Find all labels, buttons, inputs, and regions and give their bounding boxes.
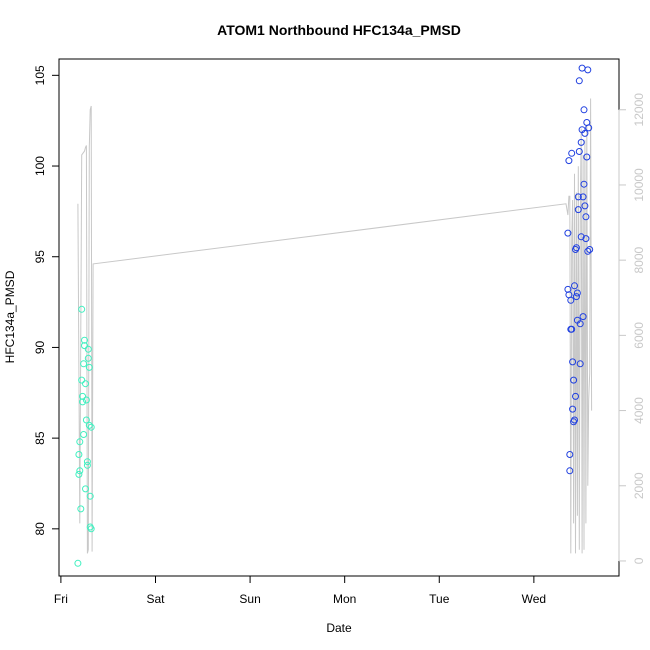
data-point — [74, 559, 82, 567]
y2-tick-label: 0 — [632, 557, 646, 564]
data-point — [571, 416, 578, 424]
data-point — [578, 64, 586, 72]
data-point — [565, 157, 573, 165]
x-tick-label: Wed — [522, 592, 546, 606]
data-point — [575, 148, 583, 155]
data-point — [581, 129, 589, 137]
data-point — [571, 282, 578, 290]
data-point — [87, 525, 95, 533]
data-point — [566, 451, 574, 458]
data-point — [575, 77, 583, 85]
y2-tick-label: 4000 — [632, 397, 646, 424]
x-axis-label: Date — [326, 621, 352, 635]
plot-frame — [58, 58, 620, 577]
data-point — [572, 293, 580, 301]
data-point — [81, 336, 88, 344]
data-point — [77, 505, 85, 513]
data-point — [78, 376, 86, 384]
scatter-points — [74, 64, 594, 567]
x-tick-label: Tue — [429, 592, 450, 606]
y-axis-left: 80 85 90 95 100 105 — [33, 65, 60, 536]
data-point — [577, 138, 585, 146]
y-tick-label: 95 — [33, 250, 47, 264]
data-point — [576, 360, 584, 368]
data-point — [574, 193, 582, 201]
y2-tick-label: 8000 — [632, 246, 646, 273]
chart-title: ATOM1 Northbound HFC134a_PMSD — [217, 22, 461, 38]
y-axis-right: 0 2000 4000 6000 8000 10000 12000 — [618, 93, 646, 564]
data-point — [83, 461, 91, 469]
data-point — [80, 360, 88, 368]
x-axis: Fri Sat Sun Mon Tue Wed — [54, 575, 546, 606]
series-line — [77, 98, 593, 554]
data-point — [566, 467, 574, 475]
data-point — [567, 296, 575, 304]
x-tick-label: Sat — [146, 592, 165, 606]
data-point — [568, 325, 576, 333]
data-point — [80, 431, 88, 438]
data-point — [579, 193, 587, 201]
y-tick-label: 105 — [33, 65, 47, 85]
y2-tick-label: 2000 — [632, 472, 646, 499]
data-point — [572, 244, 580, 252]
data-point — [86, 492, 94, 500]
data-point — [582, 235, 590, 243]
data-point — [76, 438, 84, 446]
data-point — [585, 124, 593, 132]
data-point — [569, 405, 577, 413]
y2-tick-label: 12000 — [632, 93, 646, 127]
data-point — [584, 66, 592, 74]
y-tick-label: 90 — [33, 340, 47, 354]
y-tick-label: 80 — [33, 522, 47, 536]
y2-tick-label: 10000 — [632, 168, 646, 202]
data-point — [569, 358, 577, 366]
data-point — [85, 421, 93, 429]
data-point — [570, 376, 578, 384]
data-point — [76, 467, 84, 475]
data-point — [586, 246, 594, 253]
data-point — [580, 180, 588, 188]
data-point — [564, 229, 572, 237]
y-tick-label: 100 — [33, 156, 47, 176]
data-point — [584, 247, 592, 255]
y-axis-label: HFC134a_PMSD — [3, 270, 17, 363]
data-point — [583, 153, 591, 161]
data-point — [84, 354, 92, 362]
data-point — [82, 485, 89, 493]
data-point — [75, 470, 83, 478]
data-point — [580, 106, 588, 114]
data-point — [582, 213, 590, 221]
data-point — [81, 342, 88, 350]
data-point — [581, 202, 589, 210]
data-point — [85, 363, 93, 371]
data-point — [82, 396, 90, 404]
data-point — [75, 451, 83, 458]
x-tick-label: Sun — [239, 592, 260, 606]
data-point — [574, 206, 582, 214]
data-point — [579, 313, 587, 321]
data-point — [572, 392, 579, 400]
x-tick-label: Fri — [54, 592, 68, 606]
data-point — [82, 380, 89, 388]
data-point — [82, 416, 90, 424]
data-point — [576, 320, 584, 328]
data-point — [84, 345, 92, 353]
data-point — [83, 458, 91, 466]
data-point — [79, 398, 87, 406]
data-point — [573, 289, 581, 297]
data-point — [577, 233, 585, 241]
x-tick-label: Mon — [333, 592, 356, 606]
data-point — [87, 423, 95, 431]
y2-tick-label: 6000 — [632, 322, 646, 349]
right-axis-line-series — [77, 98, 593, 554]
data-point — [78, 305, 86, 313]
data-point — [568, 149, 576, 157]
y-tick-label: 85 — [33, 431, 47, 445]
